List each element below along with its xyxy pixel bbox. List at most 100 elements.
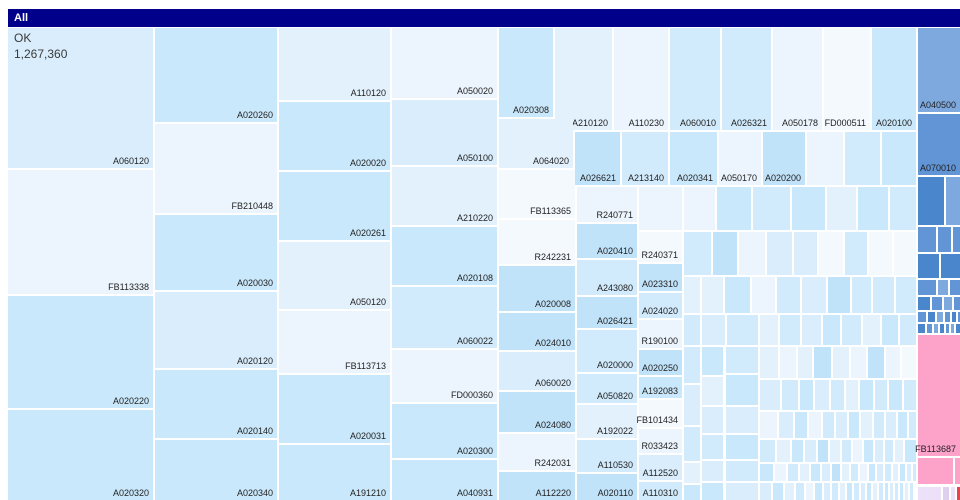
treemap-cell[interactable]	[869, 464, 875, 481]
treemap-cell-A020031[interactable]: A020031	[279, 375, 390, 443]
treemap-cell[interactable]	[684, 463, 700, 483]
treemap-cell[interactable]	[819, 232, 843, 275]
treemap-cell[interactable]	[928, 312, 935, 322]
treemap-cell[interactable]	[950, 280, 960, 295]
treemap-cell-A064020[interactable]: A064020	[499, 119, 573, 168]
treemap-cell[interactable]	[847, 483, 852, 500]
treemap-cell[interactable]	[885, 464, 891, 481]
treemap-cell-A020300[interactable]: A020300	[392, 404, 497, 458]
treemap-cell[interactable]	[938, 280, 948, 295]
treemap-cell-A024010[interactable]: A024010	[499, 313, 575, 350]
treemap-cell-FB101434[interactable]: FB101434	[636, 400, 682, 427]
treemap-cell-FD000360[interactable]: FD000360	[392, 350, 497, 402]
treemap-cell[interactable]	[805, 440, 816, 462]
treemap-cell[interactable]	[858, 187, 888, 230]
treemap-cell[interactable]	[846, 380, 858, 410]
treemap-cell-R242031[interactable]: R242031	[499, 434, 575, 470]
treemap-cell-A243080[interactable]: A243080	[577, 260, 637, 295]
treemap-cell[interactable]	[702, 435, 723, 459]
treemap-cell[interactable]	[684, 277, 700, 313]
treemap-cell-FB113687[interactable]: FB113687	[915, 335, 960, 456]
treemap-cell-A020308[interactable]: A020308	[499, 28, 553, 117]
treemap-cell[interactable]	[927, 324, 932, 333]
treemap-cell[interactable]	[798, 347, 812, 378]
treemap-cell[interactable]	[726, 435, 758, 459]
treemap-cell-A050820[interactable]: A050820	[577, 374, 637, 403]
treemap-cell[interactable]	[811, 464, 820, 481]
treemap-cell[interactable]	[726, 375, 758, 405]
treemap-cell-R240771[interactable]: R240771	[577, 187, 637, 222]
treemap-cell[interactable]	[896, 277, 916, 313]
treemap-cell[interactable]	[760, 315, 778, 345]
treemap-cell[interactable]	[860, 380, 873, 410]
treemap-cell[interactable]	[760, 464, 773, 481]
treemap-cell[interactable]	[885, 440, 893, 462]
treemap-cell[interactable]	[946, 177, 960, 225]
treemap-cell-A040500[interactable]: A040500	[918, 28, 960, 112]
treemap-cell[interactable]	[827, 187, 856, 230]
treemap-cell-R240371[interactable]: R240371	[639, 232, 682, 262]
treemap-cell[interactable]	[905, 483, 908, 500]
treemap-cell[interactable]	[953, 227, 960, 252]
treemap-cell-FB113338[interactable]: FB113338	[8, 170, 153, 294]
treemap-cell[interactable]	[796, 483, 804, 500]
treemap-cell-A213140[interactable]: A213140	[622, 132, 668, 185]
treemap-cell[interactable]	[955, 458, 960, 484]
treemap-cell-A024020[interactable]: A024020	[639, 293, 682, 318]
treemap-cell[interactable]	[869, 232, 892, 275]
treemap-cell-A040931[interactable]: A040931	[392, 460, 497, 500]
treemap-cell[interactable]	[832, 464, 840, 481]
treemap-cell[interactable]	[836, 412, 847, 438]
treemap-cell[interactable]	[727, 315, 758, 345]
treemap-cell[interactable]	[828, 277, 850, 313]
treemap-cell[interactable]	[957, 487, 960, 500]
treemap-cell-A050100[interactable]: A050100	[392, 100, 497, 165]
treemap-cell-A110120[interactable]: A110120	[279, 28, 390, 100]
treemap-cell[interactable]	[918, 280, 936, 295]
treemap-cell[interactable]	[867, 483, 871, 500]
treemap-cell[interactable]	[907, 464, 911, 481]
treemap-cell-A020410[interactable]: A020410	[577, 224, 637, 258]
treemap-cell[interactable]	[918, 312, 926, 322]
treemap-cell[interactable]	[800, 380, 813, 410]
treemap-cell-A020020[interactable]: A020020	[279, 102, 390, 170]
treemap-cell[interactable]	[845, 232, 867, 275]
treemap-cell[interactable]	[842, 440, 851, 462]
treemap-cell[interactable]	[702, 315, 725, 345]
treemap-cell[interactable]	[886, 412, 896, 438]
treemap-cell[interactable]	[726, 461, 758, 481]
treemap-cell-R190100[interactable]: R190100	[639, 320, 682, 348]
treemap-cell[interactable]	[684, 187, 715, 230]
treemap-cell[interactable]	[792, 187, 825, 230]
treemap-cell[interactable]	[864, 440, 873, 462]
treemap-cell[interactable]	[702, 377, 723, 405]
treemap-cell[interactable]	[726, 483, 758, 500]
treemap-cell-A210120[interactable]: A210120	[555, 28, 612, 130]
treemap-cell[interactable]	[874, 412, 884, 438]
treemap-drill-header[interactable]: All	[8, 9, 960, 27]
treemap-cell-A050178[interactable]: A050178	[773, 28, 822, 130]
treemap-cell[interactable]	[823, 412, 834, 438]
treemap-cell[interactable]	[833, 347, 849, 378]
treemap-cell[interactable]	[831, 380, 844, 410]
treemap-cell[interactable]	[684, 485, 700, 500]
treemap-cell[interactable]	[851, 464, 858, 481]
treemap-cell[interactable]	[890, 483, 893, 500]
treemap-cell-FB113365[interactable]: FB113365	[499, 170, 575, 218]
treemap-cell[interactable]	[934, 324, 938, 333]
treemap-cell-A020341[interactable]: A020341	[670, 132, 717, 185]
treemap-cell[interactable]	[702, 277, 723, 313]
treemap-cell[interactable]	[832, 483, 838, 500]
treemap-cell-A020030[interactable]: A020030	[155, 215, 277, 290]
treemap-cell[interactable]	[684, 427, 700, 461]
treemap-cell[interactable]	[777, 277, 800, 313]
treemap-cell[interactable]	[918, 324, 925, 333]
treemap-cell[interactable]	[938, 227, 951, 252]
treemap-cell-A020000[interactable]: A020000	[577, 330, 637, 372]
treemap-cell[interactable]	[717, 187, 751, 230]
treemap-cell[interactable]	[822, 464, 830, 481]
treemap-cell[interactable]	[904, 380, 916, 410]
treemap-cell[interactable]	[785, 483, 794, 500]
treemap-cell-A020140[interactable]: A020140	[155, 370, 277, 438]
treemap-cell-A060022[interactable]: A060022	[392, 287, 497, 348]
